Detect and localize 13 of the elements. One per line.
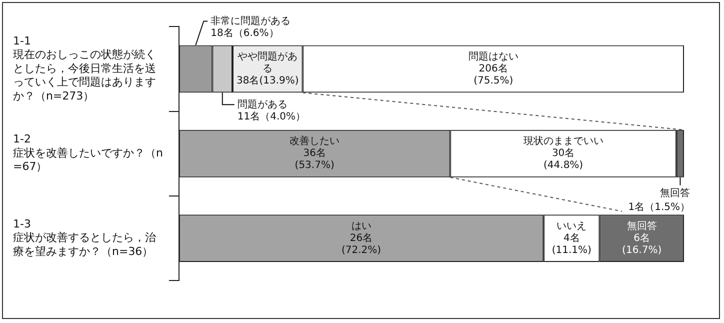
data-label: はい 26名 (72.2%) <box>342 220 382 256</box>
data-label: 問題がある 11名（4.0%） <box>237 99 306 122</box>
data-label: 改善したい 36名 (53.7%) <box>290 135 340 172</box>
data-label: 無回答 6名 (16.7%) <box>622 220 662 256</box>
data-label: 問題はない 206名 (75.5%) <box>468 52 518 87</box>
data-label: やや問題がある 38名(13.9%) <box>236 52 299 87</box>
y-tick-label: 1-3 症状が改善するとしたら，治療を望みますか？（n=36） <box>13 217 156 258</box>
data-label: 現状のままでいい 30名 (44.8%) <box>523 135 604 172</box>
data-label: 無回答 1名（1.5%） <box>628 186 690 213</box>
data-label: いいえ 4名 (11.1%) <box>552 220 592 256</box>
y-tick-label: 1-1 現在のおしっこの状態が続くとしたら，今後日常生活を送っていく上で問題はありますか？（n=273） <box>13 34 156 102</box>
data-label: 非常に問題がある 18名（6.6%） <box>210 14 291 39</box>
y-tick-label: 1-2 症状を改善したいですか？（n=67） <box>13 132 163 174</box>
